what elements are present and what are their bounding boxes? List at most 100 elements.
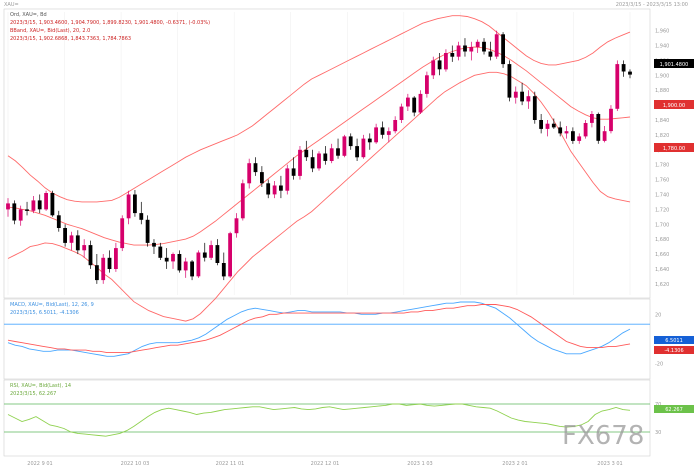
candle <box>6 198 10 217</box>
candle <box>380 121 385 139</box>
candle <box>367 133 372 150</box>
x-axis-label: 2022 10 03 <box>121 461 150 467</box>
candle-body <box>75 235 80 251</box>
candle <box>425 71 429 98</box>
price-tick-label: 1,840 <box>655 118 669 124</box>
candle <box>56 210 61 232</box>
candle-body <box>133 194 137 214</box>
candle-body <box>444 53 448 70</box>
candle-body <box>228 233 232 277</box>
x-axis-label: 2023 1 03 <box>407 461 432 467</box>
candle <box>120 215 125 252</box>
candle-body <box>399 106 404 120</box>
candle <box>488 41 493 61</box>
candle-body <box>621 64 626 72</box>
candle <box>513 86 518 104</box>
candle-body <box>348 136 353 147</box>
candle <box>114 242 118 272</box>
candle-body <box>266 183 271 195</box>
candle-body <box>501 34 505 65</box>
price-tick-label: 1,740 <box>655 193 669 199</box>
candle <box>596 112 601 144</box>
candle-body <box>425 75 429 94</box>
candle-body <box>285 168 290 191</box>
candle-body <box>202 252 207 258</box>
candle-body <box>577 136 582 141</box>
candle <box>215 239 220 266</box>
rsi-legend-1: RSI, XAU=, Bid(Last), 14 <box>10 383 71 389</box>
candle-body <box>431 60 436 76</box>
x-axis-label: 2022 9 01 <box>27 461 52 467</box>
candle-body <box>507 64 512 98</box>
rsi-badge-bg <box>654 405 694 413</box>
x-axis-labels: 2022 9 01 2022 10 03 2022 11 01 2022 12 01 2… <box>27 461 622 467</box>
macd-tick-label: -20 <box>655 362 663 368</box>
candle-body <box>101 257 106 281</box>
candle <box>456 41 461 61</box>
candle <box>520 82 524 106</box>
candle <box>75 230 80 255</box>
candle-body <box>551 123 556 128</box>
candle-body <box>342 136 347 156</box>
candle <box>323 146 328 165</box>
candle-body <box>545 123 550 129</box>
candle <box>374 123 378 144</box>
candle <box>101 254 106 284</box>
axis-ticks: 1,9601,9401,9201,9001,8801,8601,8401,820… <box>655 29 669 436</box>
candle-body <box>56 215 61 228</box>
candle-body <box>513 91 518 98</box>
candle-body <box>183 261 188 271</box>
price-badge-bg <box>654 59 694 68</box>
main-legend-3: BBand, XAU=, Bid(Last), 20, 2.0 <box>10 28 90 34</box>
candle-body <box>329 148 334 161</box>
candle <box>571 127 575 144</box>
candle-body <box>539 120 543 129</box>
candle-body <box>82 245 87 251</box>
candle-body <box>272 185 277 195</box>
candle <box>247 158 252 189</box>
candle <box>171 252 175 269</box>
candle-body <box>18 209 23 221</box>
candle-body <box>361 138 366 158</box>
candle <box>482 38 486 55</box>
candle-body <box>406 97 410 107</box>
main-grid <box>7 12 631 295</box>
macd-lines <box>4 301 650 357</box>
candle <box>507 60 512 102</box>
candle <box>501 32 505 68</box>
candle-body <box>234 218 239 234</box>
candle-body <box>494 34 499 57</box>
candle-body <box>596 114 601 141</box>
upper-badge: 1,900.00 <box>663 103 685 109</box>
price-tick-label: 1,660 <box>655 252 669 258</box>
candle-body <box>571 131 575 141</box>
macd-legend-2: 2023/3/15, 6.5011, -4.1306 <box>10 310 79 316</box>
candle <box>355 138 359 161</box>
x-axis-label: 2023 3 01 <box>597 461 622 467</box>
x-axis-label: 2022 11 01 <box>216 461 245 467</box>
candle-body <box>279 185 283 191</box>
candle <box>240 179 245 221</box>
candle-body <box>291 168 296 176</box>
candle-body <box>317 153 321 169</box>
candle-body <box>520 91 524 102</box>
candle <box>177 250 182 273</box>
price-tick-label: 1,680 <box>655 237 669 243</box>
candle-body <box>609 108 613 132</box>
candle <box>469 41 474 61</box>
candle-body <box>145 219 150 243</box>
candle-body <box>558 127 563 134</box>
candle-body <box>482 41 486 52</box>
price-tick-label: 1,720 <box>655 207 669 213</box>
candle <box>234 213 239 238</box>
candle <box>260 166 264 188</box>
candle <box>304 140 309 161</box>
candle-body <box>310 157 315 169</box>
candle-body <box>564 131 569 134</box>
candle <box>139 201 144 225</box>
macd-tick-label: 20 <box>655 312 661 318</box>
main-legend-4: 2023/3/15, 1,902.6868, 1,843.7363, 1,784… <box>10 36 131 42</box>
candle-body <box>615 64 620 109</box>
band-mid-line <box>7 46 631 246</box>
candle <box>615 60 620 112</box>
